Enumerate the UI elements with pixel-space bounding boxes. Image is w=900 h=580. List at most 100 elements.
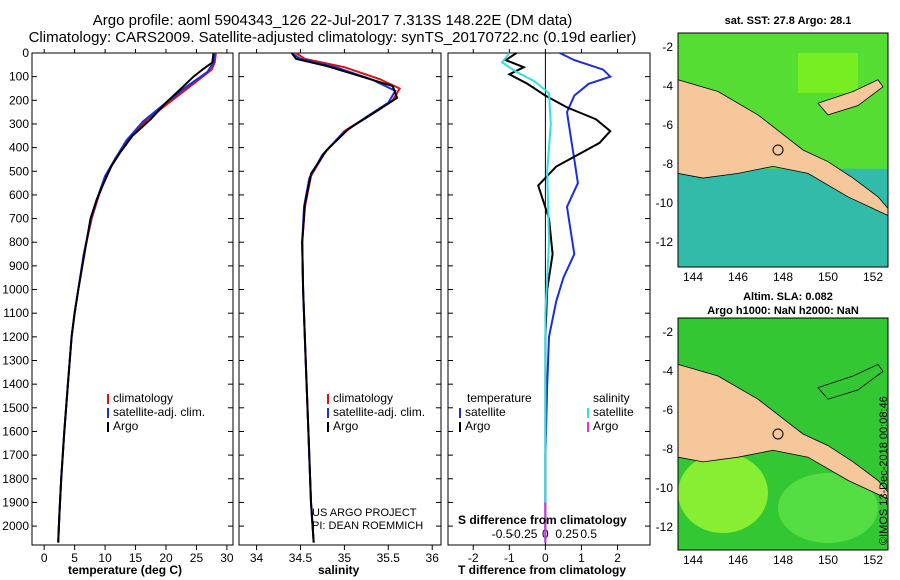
- sla-map-title-line2: Argo h1000: NaN h2000: NaN: [707, 305, 859, 317]
- argo-location-marker: [772, 144, 784, 156]
- map-frame: [677, 317, 889, 551]
- y-tick-label: 600: [9, 188, 29, 202]
- x-tick-label: 25: [190, 551, 204, 565]
- x-tick-label: 1: [578, 551, 585, 565]
- x-tick-label: 34.5: [289, 551, 313, 565]
- map-x-tick-label: 148: [773, 553, 793, 567]
- series-line: [291, 52, 397, 543]
- sla-map-title-line1: Altim. SLA: 0.082: [743, 291, 833, 303]
- series-line: [57, 52, 216, 543]
- legend-label: satellite: [465, 405, 506, 419]
- sst-map-title: sat. SST: 27.8 Argo: 28.1: [724, 15, 852, 27]
- map-y-tick-label: -10: [656, 196, 674, 210]
- legend-label: Argo: [593, 419, 619, 433]
- series-line: [500, 52, 552, 543]
- y-tick-label: 400: [9, 141, 29, 155]
- maps-group: 144 146 148 150 152 -2 -4 -6 -8 -10 -12 144 146 148 15…: [656, 32, 889, 567]
- series-line: [544, 52, 613, 543]
- y-tick-label: 1100: [3, 306, 29, 320]
- salinity-xlabel: salinity: [318, 563, 360, 577]
- x-tick-label: 10: [98, 551, 112, 565]
- series-line: [295, 52, 402, 543]
- map-x-tick-label: 152: [863, 270, 883, 284]
- difference-panel: -2-1012-0.5-0.2500.250.5temperaturesalin…: [447, 49, 651, 565]
- temperature-panel: 0 5 10 15 20 25 300100200300400500600700800900…: [2, 46, 234, 565]
- sla-high-patch: [678, 453, 768, 533]
- map-x-tick-label: 150: [818, 553, 838, 567]
- s-tick-label: -0.5: [492, 527, 513, 541]
- plot-frame: [447, 52, 651, 546]
- y-tick-label: 0: [22, 46, 29, 60]
- map-x-tick-label: 144: [683, 270, 703, 284]
- warm-water-patch: [798, 53, 858, 93]
- map-x-tick-label: 152: [863, 553, 883, 567]
- y-tick-label: 1500: [2, 401, 29, 415]
- map-y-tick-label: -4: [662, 79, 673, 93]
- y-tick-label: 1700: [2, 448, 29, 462]
- y-tick-label: 1200: [2, 330, 29, 344]
- y-tick-label: 1300: [2, 354, 29, 368]
- legend-label: satellite-adj. clim.: [113, 405, 205, 419]
- series-line: [57, 52, 215, 543]
- y-tick-label: 900: [9, 259, 29, 273]
- legend-label: Argo: [465, 419, 491, 433]
- x-tick-label: 35: [338, 551, 352, 565]
- y-tick-label: 500: [9, 164, 29, 178]
- x-tick-label: 0: [542, 551, 549, 565]
- legend-label: Argo: [113, 419, 139, 433]
- argo-location-marker: [772, 428, 784, 440]
- map-y-tick-label: -8: [662, 442, 673, 456]
- legend-label: Argo: [333, 419, 359, 433]
- s-tick-label: 0.5: [580, 527, 597, 541]
- s-tick-label: -0.25: [510, 527, 538, 541]
- map-x-tick-label: 144: [683, 553, 703, 567]
- imos-stamp: ©IMOS 13-Dec-2018 00:08:46: [878, 396, 890, 545]
- x-tick-label: 30: [220, 551, 234, 565]
- x-tick-label: 5: [71, 551, 78, 565]
- legend-header: temperature: [467, 391, 532, 405]
- y-tick-label: 300: [9, 117, 29, 131]
- map-x-tick-label: 146: [728, 270, 748, 284]
- x-tick-label: 15: [129, 551, 143, 565]
- x-tick-label: 35.5: [377, 551, 401, 565]
- x-tick-label: 20: [159, 551, 173, 565]
- t-difference-xlabel: T difference from climatology: [458, 563, 627, 577]
- map-x-tick-label: 146: [728, 553, 748, 567]
- map-x-tick-label: 150: [818, 270, 838, 284]
- y-tick-label: 800: [9, 235, 29, 249]
- map-y-tick-label: -6: [662, 403, 673, 417]
- legend-label: satellite: [593, 405, 634, 419]
- sla-patch: [778, 473, 878, 543]
- island: [817, 363, 884, 400]
- y-tick-label: 1600: [2, 424, 29, 438]
- y-tick-label: 100: [9, 70, 29, 84]
- s-difference-xlabel: S difference from climatology: [458, 513, 627, 527]
- y-tick-label: 1000: [2, 283, 29, 297]
- project-annotation: US ARGO PROJECT: [312, 507, 417, 519]
- project-annotation: PI: DEAN ROEMMICH: [312, 520, 423, 532]
- map-y-tick-label: -6: [662, 118, 673, 132]
- y-tick-label: 700: [9, 212, 29, 226]
- sst-map: 144 146 148 150 152 -2 -4 -6 -8 -10 -12: [656, 32, 889, 284]
- map-x-tick-label: 148: [773, 270, 793, 284]
- x-tick-label: 36: [426, 551, 440, 565]
- map-y-tick-label: -4: [662, 364, 673, 378]
- x-tick-label: 2: [614, 551, 621, 565]
- plot-frame: [31, 52, 234, 546]
- y-tick-label: 200: [9, 93, 29, 107]
- map-y-tick-label: -2: [662, 40, 673, 54]
- map-frame: [677, 32, 889, 268]
- chart-title-line1: Argo profile: aoml 5904343_126 22-Jul-20…: [92, 12, 573, 29]
- temperature-xlabel: temperature (deg C): [68, 563, 183, 577]
- island: [817, 79, 884, 116]
- sla-map: 144 146 148 150 152 -2 -4 -6 -8 -10 -12: [656, 317, 889, 567]
- x-tick-label: 0: [41, 551, 48, 565]
- plot-frame: [238, 52, 442, 546]
- y-tick-label: 2000: [2, 519, 29, 533]
- y-tick-label: 1900: [2, 495, 29, 509]
- map-y-tick-label: -2: [662, 325, 673, 339]
- map-y-tick-label: -12: [656, 520, 674, 534]
- x-tick-label: 34: [250, 551, 264, 565]
- map-y-tick-label: -10: [656, 481, 674, 495]
